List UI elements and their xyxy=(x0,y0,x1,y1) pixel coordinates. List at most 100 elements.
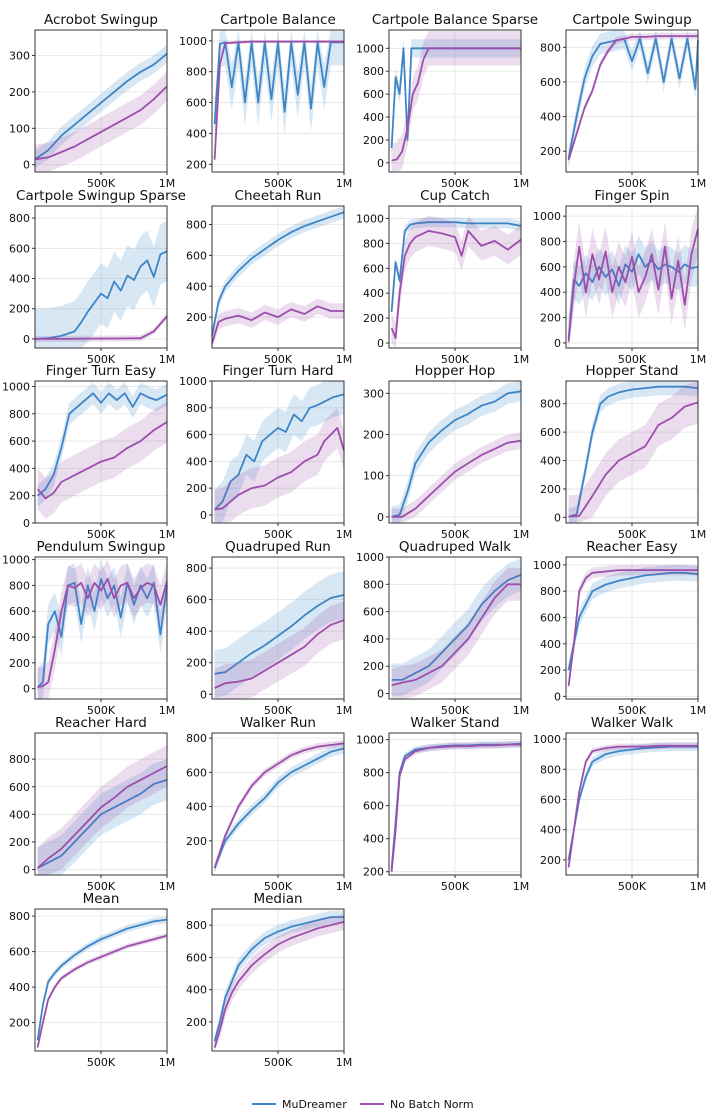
line-mudreamer xyxy=(567,745,698,861)
line-no-batch-norm xyxy=(390,743,521,872)
y-tick-label: 1000 xyxy=(533,559,561,572)
chart-finger-turn-hard: Finger Turn Hard 0 200 400 600 800 1000 500K 1M xyxy=(179,363,352,541)
chart-cheetah-run: Cheetah Run 200 400 600 800 500K 1M xyxy=(186,188,352,366)
y-tick-label: 600 xyxy=(363,88,384,101)
y-tick-label: 0 xyxy=(554,337,561,350)
chart-cartpole-balance-sparse: Cartpole Balance Sparse 0 200 400 600 800 1000… xyxy=(356,12,538,190)
y-tick-label: 600 xyxy=(9,946,30,959)
band-mudreamer xyxy=(35,221,167,348)
y-tick-label: 1000 xyxy=(179,35,207,48)
line-mudreamer xyxy=(213,747,345,869)
y-tick-label: 600 xyxy=(186,594,207,607)
y-tick-label: 400 xyxy=(540,824,561,837)
band-mudreamer xyxy=(214,743,344,874)
chart-title: Finger Turn Easy xyxy=(46,363,157,379)
band-no-batch-norm xyxy=(37,933,167,1051)
line-no-batch-norm xyxy=(391,583,521,687)
band-mudreamer xyxy=(568,564,698,678)
y-tick-label: 0 xyxy=(377,337,384,350)
chart-title: Cheetah Run xyxy=(235,188,322,204)
line-no-batch-norm xyxy=(214,426,345,511)
line-no-batch-norm xyxy=(214,619,345,689)
y-tick-label: 200 xyxy=(9,303,30,316)
band-no-batch-norm xyxy=(391,31,521,172)
x-tick-label: 1M xyxy=(159,704,176,717)
line-no-batch-norm xyxy=(35,315,168,340)
x-tick-label: 500K xyxy=(441,704,470,717)
chart-reacher-hard: Reacher Hard 0 200 400 600 800 500K 1M xyxy=(9,715,175,893)
chart-title: Walker Stand xyxy=(410,715,499,731)
y-tick-label: 800 xyxy=(186,219,207,232)
x-tick-label: 500K xyxy=(264,177,293,190)
x-tick-label: 1M xyxy=(159,353,176,366)
y-tick-label: 800 xyxy=(540,763,561,776)
band-mudreamer xyxy=(568,30,698,169)
chart-title: Hopper Hop xyxy=(415,363,496,379)
x-tick-label: 1M xyxy=(690,353,706,366)
chart-mean: Mean 200 400 600 800 500K 1M xyxy=(9,891,175,1069)
y-tick-label: 1000 xyxy=(356,42,384,55)
x-tick-label: 1M xyxy=(336,177,353,190)
y-tick-label: 400 xyxy=(186,280,207,293)
y-tick-label: 1000 xyxy=(356,734,384,747)
chart-title: Finger Turn Hard xyxy=(222,363,333,379)
y-tick-label: 600 xyxy=(540,426,561,439)
y-tick-label: 800 xyxy=(363,767,384,780)
x-tick-label: 500K xyxy=(441,353,470,366)
y-tick-label: 600 xyxy=(9,605,30,618)
band-mudreamer xyxy=(214,381,344,523)
line-no-batch-norm xyxy=(213,742,345,869)
x-tick-label: 500K xyxy=(618,528,647,541)
line-no-batch-norm xyxy=(213,40,344,160)
band-no-batch-norm xyxy=(35,71,167,172)
y-tick-label: 200 xyxy=(363,429,384,442)
y-tick-label: 300 xyxy=(9,49,30,62)
y-tick-label: 200 xyxy=(9,657,30,670)
y-tick-label: 800 xyxy=(363,237,384,250)
y-tick-label: 400 xyxy=(9,273,30,286)
line-no-batch-norm xyxy=(567,744,698,868)
y-tick-label: 200 xyxy=(186,311,207,324)
y-tick-label: 600 xyxy=(363,606,384,619)
line-mudreamer xyxy=(390,221,522,312)
y-tick-label: 0 xyxy=(554,511,561,524)
x-tick-label: 500K xyxy=(264,353,293,366)
y-tick-label: 1000 xyxy=(179,375,207,388)
y-tick-label: 400 xyxy=(186,625,207,638)
x-tick-label: 500K xyxy=(441,528,470,541)
x-tick-label: 1M xyxy=(159,528,176,541)
chart-title: Cartpole Swingup xyxy=(572,12,691,28)
line-no-batch-norm xyxy=(567,35,698,161)
y-tick-label: 400 xyxy=(540,638,561,651)
y-tick-label: 600 xyxy=(540,793,561,806)
band-no-batch-norm xyxy=(568,206,698,348)
band-no-batch-norm xyxy=(391,216,521,348)
band-no-batch-norm xyxy=(214,407,344,523)
x-tick-label: 1M xyxy=(513,528,530,541)
y-tick-label: 400 xyxy=(363,287,384,300)
chart-title: Cartpole Balance Sparse xyxy=(372,12,538,28)
x-tick-label: 1M xyxy=(513,880,530,893)
y-tick-label: 800 xyxy=(9,579,30,592)
x-tick-label: 500K xyxy=(618,880,647,893)
band-no-batch-norm xyxy=(391,741,521,875)
x-tick-label: 500K xyxy=(618,177,647,190)
x-tick-label: 500K xyxy=(87,528,116,541)
x-tick-label: 1M xyxy=(336,528,353,541)
x-tick-label: 1M xyxy=(336,704,353,717)
chart-reacher-easy: Reacher Easy 0 200 400 600 800 1000 500K 1M xyxy=(533,539,706,717)
y-tick-label: 1000 xyxy=(2,380,30,393)
band-no-batch-norm xyxy=(214,601,344,699)
y-tick-label: 200 xyxy=(363,134,384,147)
chart-title: Acrobot Swingup xyxy=(44,12,158,28)
x-tick-label: 500K xyxy=(264,1056,293,1069)
line-no-batch-norm xyxy=(34,85,168,161)
line-mudreamer xyxy=(34,53,168,161)
line-mudreamer xyxy=(568,385,699,518)
y-tick-label: 400 xyxy=(363,633,384,646)
line-mudreamer xyxy=(567,571,699,671)
y-tick-label: 800 xyxy=(186,732,207,745)
y-tick-label: 600 xyxy=(186,97,207,110)
y-tick-label: 200 xyxy=(363,312,384,325)
y-tick-label: 0 xyxy=(554,690,561,703)
